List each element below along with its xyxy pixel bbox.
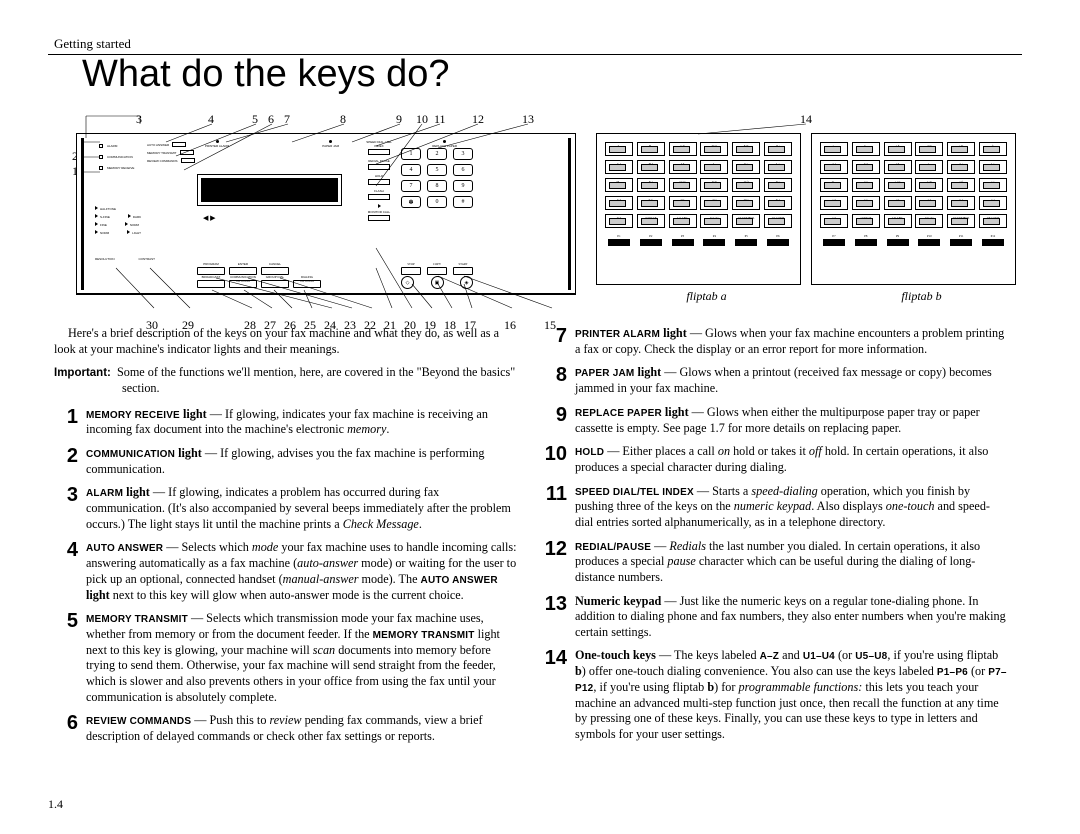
fliptab-b-panel: a .b ,c $d %e &f :g !h ?i *j -k /l =m _n… <box>811 133 1016 285</box>
stop-copy-start <box>401 267 473 275</box>
key-description: 10Hold — Either places a call on hold or… <box>543 444 1008 475</box>
fliptab-a-panel: A .B ,C $D %E &F :G !H ?I *J -K /L =M _N… <box>596 133 801 285</box>
key-description: 8Paper Jam light — Glows when a printout… <box>543 365 1008 396</box>
key-description: 2Communication light — If glowing, advis… <box>54 446 519 477</box>
key-description: 12Redial/Pause — Redials the last number… <box>543 539 1008 586</box>
fliptab-a-label: fliptab a <box>686 289 726 303</box>
page-number: 1.4 <box>48 797 63 812</box>
mid-led-column: AUTO ANSWER MEMORY TRANSMIT REVIEW COMMA… <box>147 142 195 166</box>
key-description: 13Numeric keypad — Just like the numeric… <box>543 594 1008 641</box>
redial-column: SPEED DIAL / TEL INDEX REDIAL PAUSE HOLD… <box>363 140 395 225</box>
key-description: 3Alarm light — If glowing, indicates a p… <box>54 485 519 532</box>
page-header: Getting started What do the keys do? <box>48 36 1032 96</box>
key-description: 9Replace Paper light — Glows when either… <box>543 405 1008 436</box>
key-description: 11Speed Dial/Tel Index — Starts a speed-… <box>543 484 1008 531</box>
action-circles: ◇ ▣ ◈ <box>401 276 473 289</box>
important-note: Important: Some of the functions we'll m… <box>54 365 519 396</box>
status-lights: PRINTER ALARM PAPER JAM REPLACE PAPER <box>205 140 457 148</box>
right-column: 7Printer Alarm light — Glows when your f… <box>543 326 1008 753</box>
key-description: 7Printer Alarm light — Glows when your f… <box>543 326 1008 357</box>
broadcast-row: BROADCAST COMMUNICATION OPTIONS GROUP DI… <box>197 280 321 288</box>
key-description: 4Auto Answer — Selects which mode your f… <box>54 540 519 603</box>
resolution-group: HALFTONE S-FINEDARK FINENORM NORMLIGHT <box>95 206 141 238</box>
control-panel: ALARM COMMUNICATION MEMORY RECEIVE AUTO … <box>76 133 576 295</box>
key-description: 14One-touch keys — The keys labeled a–z … <box>543 648 1008 742</box>
left-led-column: ALARM COMMUNICATION MEMORY RECEIVE <box>99 142 134 175</box>
program-row: PROGRAM ENTER CANCEL <box>197 267 289 275</box>
key-description: 5Memory Transmit — Selects which transmi… <box>54 611 519 705</box>
nav-arrows: ◀ ▶ <box>203 214 216 222</box>
section-label: Getting started <box>54 36 1032 52</box>
key-description: 6Review Commands — Push this to review p… <box>54 713 519 744</box>
res-labels: RESOLUTIONCONTRAST <box>95 257 155 261</box>
diagram-area: 3 4 5 6 7 8 9 10 11 12 13 14 3 2 1 ALARM… <box>76 108 1016 318</box>
key-description: 1Memory Receive light — If glowing, indi… <box>54 407 519 438</box>
lcd-display <box>197 174 342 206</box>
page-title: What do the keys do? <box>82 53 1032 96</box>
left-column: Here's a brief description of the keys o… <box>54 326 519 753</box>
fliptab-b-label: fliptab b <box>901 289 941 303</box>
body-columns: Here's a brief description of the keys o… <box>54 326 1032 753</box>
numeric-keypad: 123 456 789 ✽0# <box>401 148 473 212</box>
